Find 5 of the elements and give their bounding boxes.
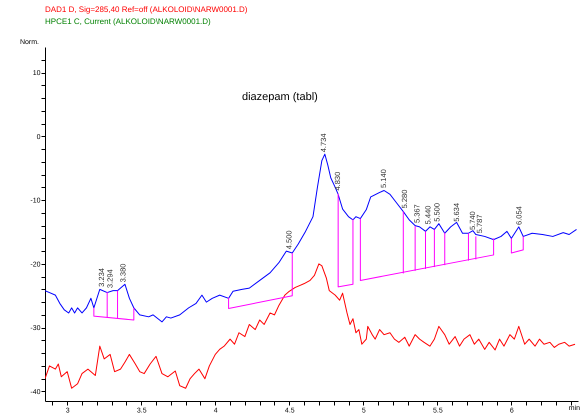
text: HPCE1 C, Current (ALKOLOID\NARW0001.D) <box>45 17 212 26</box>
line-series <box>45 154 578 322</box>
text: DAD1 D, Sig=285,40 Ref=off (ALKOLOID\NARW0001.D) <box>45 5 248 14</box>
line-series <box>45 263 576 389</box>
text: diazepam (tabl) <box>242 91 318 103</box>
